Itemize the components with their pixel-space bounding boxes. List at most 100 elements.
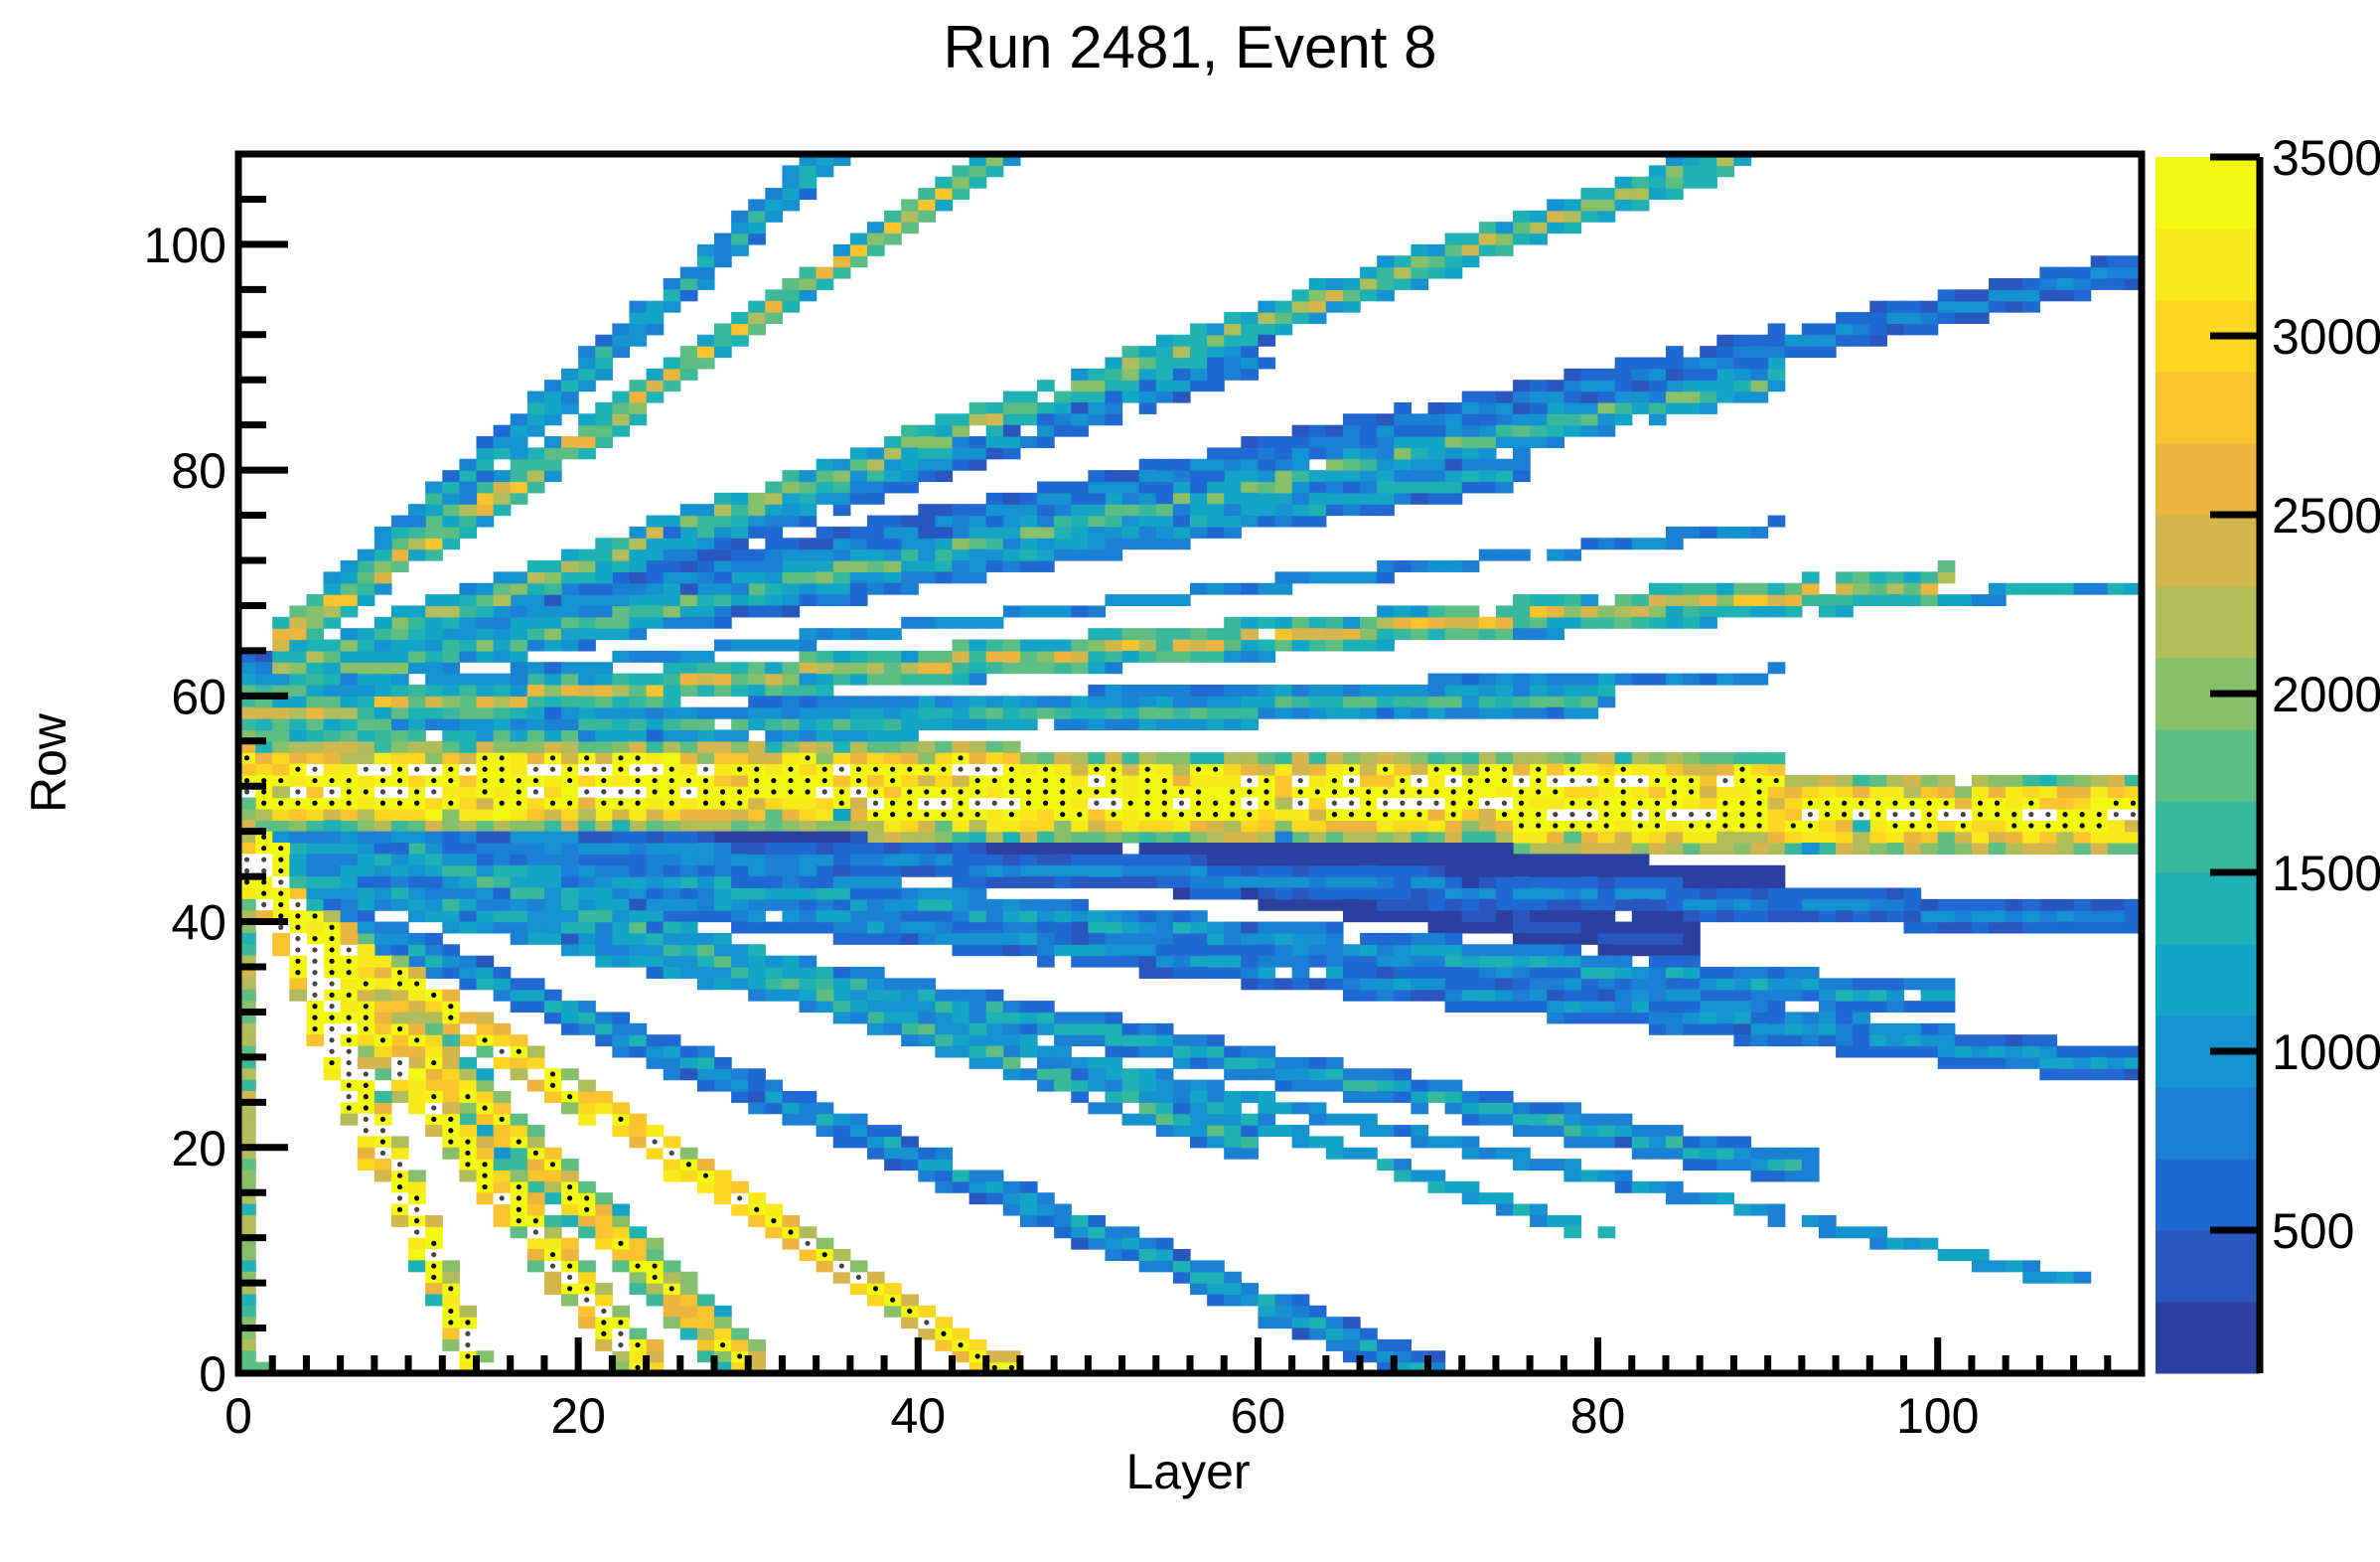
heatmap-cell — [901, 458, 919, 471]
heatmap-cell — [832, 876, 851, 889]
heatmap-cell — [442, 752, 460, 765]
heatmap-cell — [901, 1012, 919, 1024]
heatmap-cell — [1325, 854, 1344, 866]
heatmap-cell — [1920, 1237, 1939, 1250]
heatmap-cell — [1377, 978, 1395, 991]
heatmap-cell — [1121, 932, 1140, 945]
heatmap-cell — [1207, 820, 1225, 833]
heatmap-cell — [459, 1170, 478, 1182]
heatmap-cell — [510, 628, 528, 641]
heatmap-cell — [1377, 560, 1395, 572]
heatmap-cell — [832, 548, 851, 561]
heatmap-cell — [918, 560, 936, 572]
heatmap-cell — [765, 854, 784, 866]
heatmap-cell — [493, 1170, 512, 1182]
heatmap-cell — [373, 740, 392, 753]
heatmap-cell — [832, 854, 851, 866]
heatmap-cell — [1903, 898, 1922, 911]
heatmap-cell — [832, 1136, 851, 1149]
heatmap-cell — [1258, 1045, 1276, 1058]
heatmap-cell — [578, 582, 596, 595]
heatmap-cell — [968, 944, 987, 957]
heatmap-cell — [663, 548, 681, 561]
heatmap-cell — [952, 718, 970, 731]
heatmap-cell — [543, 1214, 562, 1227]
heatmap-cell — [1308, 808, 1327, 821]
heatmap-cell — [2039, 898, 2058, 911]
heatmap-cell — [714, 887, 732, 900]
heatmap-cell — [1767, 334, 1786, 347]
heatmap-cell — [1105, 1068, 1123, 1081]
heatmap-cell — [849, 910, 868, 923]
heatmap-cell — [884, 650, 902, 663]
heatmap-cell — [510, 752, 528, 765]
heatmap-cell — [1495, 843, 1514, 855]
heatmap-cell — [1054, 1012, 1072, 1024]
heatmap-cell — [1666, 538, 1684, 550]
heatmap-cell — [357, 876, 375, 889]
heatmap-cell — [985, 1056, 1004, 1069]
heatmap-cell — [748, 504, 766, 517]
heatmap-cell — [1427, 470, 1446, 483]
heatmap-cell — [425, 1283, 443, 1296]
heatmap-cell — [1054, 605, 1072, 618]
heatmap-cell — [696, 526, 715, 539]
heatmap-cell — [799, 864, 818, 877]
heatmap-cell — [2073, 289, 2092, 302]
heatmap-cell — [595, 898, 613, 911]
heatmap-cell — [1580, 843, 1599, 855]
heatmap-cell — [1971, 1034, 1990, 1047]
heatmap-cell — [493, 639, 512, 652]
heatmap-cell — [1291, 300, 1310, 313]
heatmap-cell — [238, 1350, 256, 1363]
heatmap-cell — [357, 673, 375, 686]
heatmap-cell — [866, 233, 885, 245]
heatmap-cell — [765, 515, 784, 528]
heatmap-cell — [1037, 380, 1055, 392]
heatmap-cell — [1954, 594, 1973, 607]
heatmap-cell — [1308, 1328, 1327, 1340]
heatmap-cell — [1291, 752, 1310, 765]
heatmap-cell — [1614, 876, 1633, 889]
heatmap-cell — [714, 774, 732, 787]
heatmap-cell — [714, 1170, 732, 1182]
heatmap-cell — [1325, 481, 1344, 494]
heatmap-cell — [1700, 357, 1717, 370]
heatmap-cell — [1801, 774, 1820, 787]
heatmap-cell — [612, 808, 631, 821]
heatmap-cell — [935, 718, 954, 731]
heatmap-cell — [816, 696, 834, 708]
heatmap-cell — [1121, 876, 1140, 889]
heatmap-cell — [1801, 1170, 1820, 1182]
heatmap-cell — [816, 548, 834, 561]
heatmap-cell — [1377, 424, 1395, 437]
heatmap-cell — [679, 560, 698, 572]
heatmap-cell — [1037, 831, 1055, 844]
heatmap-cell — [1614, 752, 1633, 765]
heatmap-cell — [1241, 1136, 1260, 1149]
heatmap-cell — [1258, 932, 1276, 945]
heatmap-cell — [1700, 605, 1717, 618]
heatmap-cell — [1190, 864, 1208, 877]
heatmap-cell — [612, 831, 631, 844]
heatmap-cell — [985, 808, 1004, 821]
heatmap-cell — [595, 910, 613, 923]
heatmap-cell — [679, 1283, 698, 1296]
heatmap-cell — [646, 843, 665, 855]
heatmap-cell — [1461, 605, 1480, 618]
heatmap-cell — [1836, 1034, 1854, 1047]
heatmap-cell — [1444, 255, 1463, 268]
heatmap-cell — [1547, 380, 1564, 392]
heatmap-cell — [1342, 1350, 1361, 1363]
heatmap-cell — [612, 346, 631, 359]
heatmap-cell — [510, 989, 528, 1002]
heatmap-cell — [696, 1068, 715, 1081]
heatmap-cell — [1360, 436, 1378, 448]
heatmap-cell — [629, 673, 648, 686]
heatmap-cell — [1427, 560, 1446, 572]
heatmap-cell — [1088, 1237, 1107, 1250]
heatmap-cell — [510, 470, 528, 483]
heatmap-cell — [272, 673, 290, 686]
heatmap-cell — [1088, 504, 1107, 517]
heatmap-cell — [1224, 763, 1242, 776]
